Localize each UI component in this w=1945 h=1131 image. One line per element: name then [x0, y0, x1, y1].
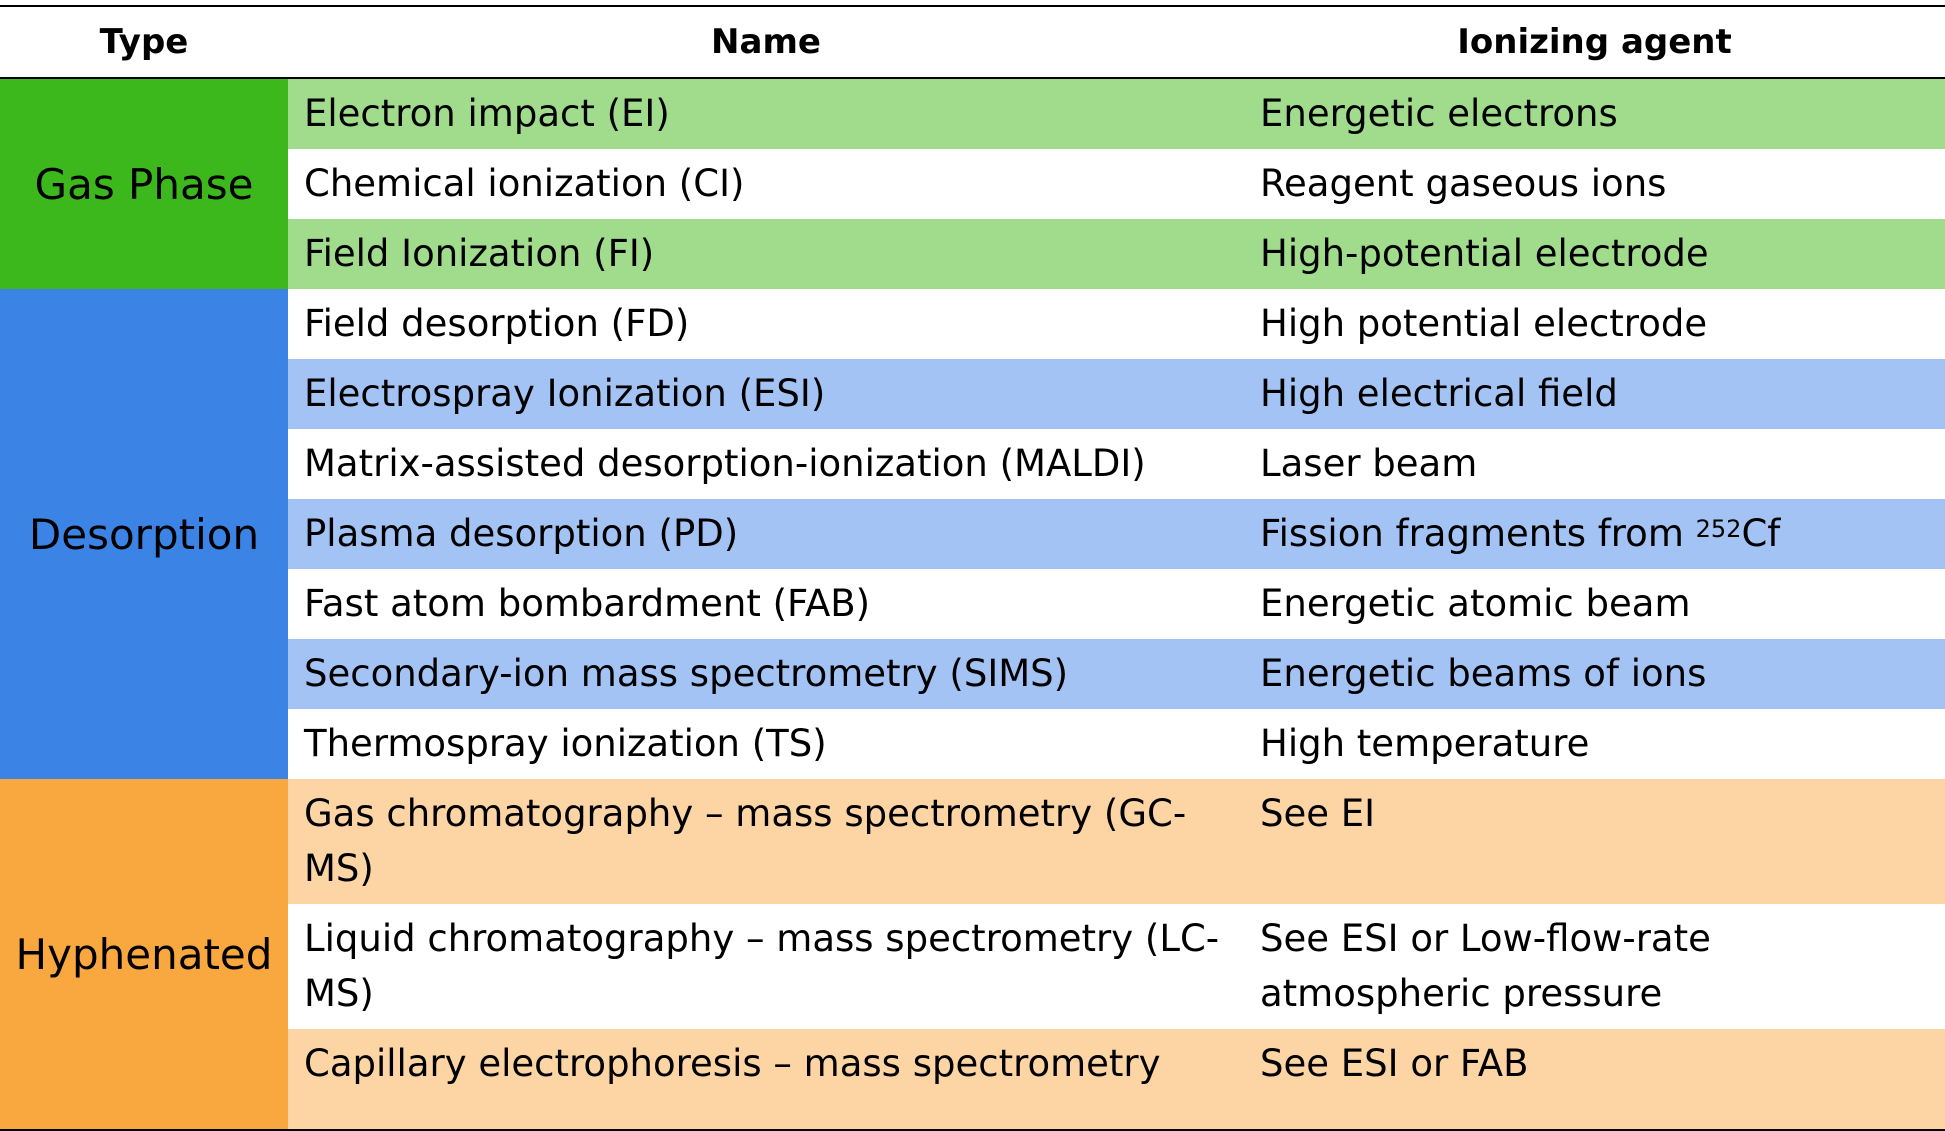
- header-row: Type Name Ionizing agent: [0, 5, 1945, 79]
- method-name: Gas chromatography – mass spectrometry (…: [288, 779, 1244, 904]
- table-row: Thermospray ionization (TS) High tempera…: [0, 709, 1945, 779]
- ionizing-agent: Reagent gaseous ions: [1260, 162, 1667, 205]
- method-name: Electrospray Ionization (ESI): [288, 359, 1244, 429]
- header-type: Type: [0, 5, 288, 79]
- method-name: Field desorption (FD): [304, 302, 690, 345]
- table-row: Hyphenated Gas chromatography – mass spe…: [0, 779, 1945, 1131]
- ionizing-agent: Fission fragments from 252Cf: [1244, 499, 1945, 569]
- ionization-methods-table-wrapper: Type Name Ionizing agent Gas Phase Elect…: [0, 5, 1945, 1131]
- ionization-methods-table: Type Name Ionizing agent Gas Phase Elect…: [0, 5, 1945, 1131]
- method-name: Chemical ionization (CI): [304, 162, 745, 205]
- table-row: Capillary electrophoresis – mass spectro…: [0, 1029, 1945, 1131]
- isotope-mass-number: 252: [1695, 514, 1742, 543]
- method-name: Secondary-ion mass spectrometry (SIMS): [288, 639, 1244, 709]
- element-symbol: Cf: [1741, 512, 1781, 555]
- table-row: Matrix-assisted desorption-ionization (M…: [0, 429, 1945, 499]
- group-desorption: Desorption: [0, 289, 288, 779]
- group-gas-phase: Gas Phase: [0, 78, 288, 289]
- table-row: Liquid chromatography – mass spectrometr…: [0, 904, 1945, 1029]
- table-row: Gas Phase Electron impact (EI) Energetic…: [0, 78, 1945, 289]
- table-row: Fast atom bombardment (FAB) Energetic at…: [0, 569, 1945, 639]
- method-name: Electron impact (EI): [288, 78, 1244, 149]
- method-name: Field Ionization (FI): [288, 219, 1244, 289]
- table-row: Secondary-ion mass spectrometry (SIMS) E…: [0, 639, 1945, 709]
- ionizing-agent: High potential electrode: [1260, 302, 1708, 345]
- method-name: Thermospray ionization (TS): [304, 722, 827, 765]
- table-row: Chemical ionization (CI) Reagent gaseous…: [0, 149, 1945, 219]
- ionizing-agent: See ESI or FAB: [1244, 1029, 1945, 1131]
- method-name: Liquid chromatography – mass spectrometr…: [288, 904, 1244, 1029]
- ionizing-agent: High electrical field: [1244, 359, 1945, 429]
- header-ionizing-agent: Ionizing agent: [1244, 5, 1945, 79]
- table-row: Plasma desorption (PD) Fission fragments…: [0, 499, 1945, 569]
- ionizing-agent: Energetic beams of ions: [1244, 639, 1945, 709]
- header-name: Name: [288, 5, 1244, 79]
- ionizing-agent: High-potential electrode: [1244, 219, 1945, 289]
- group-hyphenated: Hyphenated: [0, 779, 288, 1131]
- method-name: Plasma desorption (PD): [288, 499, 1244, 569]
- method-name: Matrix-assisted desorption-ionization (M…: [304, 442, 1146, 485]
- ionizing-agent: Energetic electrons: [1244, 78, 1945, 149]
- table-row: Electrospray Ionization (ESI) High elect…: [0, 359, 1945, 429]
- table-row: Field Ionization (FI) High-potential ele…: [0, 219, 1945, 289]
- method-name: Capillary electrophoresis – mass spectro…: [288, 1029, 1244, 1131]
- ionizing-agent: See ESI or Low-flow-rate atmospheric pre…: [1244, 904, 1945, 1029]
- ionizing-agent: See EI: [1244, 779, 1945, 904]
- agent-text: Fission fragments from: [1260, 512, 1696, 555]
- ionizing-agent: High temperature: [1260, 722, 1590, 765]
- table-row: Desorption Field desorption (FD) High po…: [0, 289, 1945, 779]
- ionizing-agent: Laser beam: [1260, 442, 1478, 485]
- method-name: Fast atom bombardment (FAB): [304, 582, 871, 625]
- ionizing-agent: Energetic atomic beam: [1260, 582, 1691, 625]
